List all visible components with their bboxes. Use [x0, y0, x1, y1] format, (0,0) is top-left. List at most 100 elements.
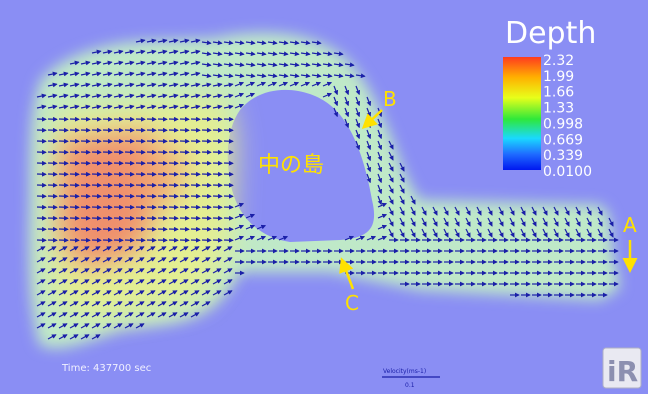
velocity-arrow [377, 184, 383, 195]
velocity-arrow [179, 312, 189, 318]
velocity-arrow [190, 257, 200, 263]
velocity-arrow [157, 279, 167, 285]
velocity-arrow [432, 228, 438, 238]
velocity-arrow [190, 82, 201, 88]
velocity-arrow [47, 93, 58, 99]
velocity-arrow [597, 217, 603, 227]
velocity-arrow [377, 173, 383, 184]
velocity-arrow [91, 49, 102, 55]
velocity-arrow [168, 279, 178, 285]
velocity-arrow [179, 246, 189, 252]
velocity-arrow [190, 301, 200, 307]
velocity-arrow [113, 268, 123, 274]
velocity-arrow [135, 38, 146, 44]
velocity-arrow [179, 60, 190, 66]
velocity-arrow [190, 71, 201, 77]
velocity-arrow [190, 268, 200, 274]
velocity-arrow [377, 140, 383, 151]
velocity-arrow [179, 290, 189, 296]
velocity-arrow [476, 217, 482, 227]
velocity-arrow [366, 235, 377, 241]
velocity-arrow [69, 257, 79, 263]
velocity-arrow [102, 323, 112, 329]
velocity-arrow [91, 268, 101, 274]
velocity-arrow [168, 49, 179, 55]
velocity-arrow [311, 51, 322, 57]
velocity-arrow [256, 73, 267, 79]
velocity-arrow [58, 82, 69, 88]
velocity-arrow [113, 104, 124, 110]
velocity-arrow [564, 228, 570, 238]
velocity-arrow [267, 51, 278, 57]
velocity-arrow [388, 140, 394, 150]
velocity-arrow [421, 228, 427, 238]
velocity-arrow [80, 60, 91, 66]
velocity-arrow [212, 40, 223, 46]
velocity-arrow [399, 173, 405, 183]
velocity-arrow [47, 268, 57, 274]
velocity-arrow [366, 140, 372, 151]
velocity-arrow [300, 51, 311, 57]
velocity-arrow [245, 51, 256, 57]
velocity-arrow [80, 93, 91, 99]
scale-bar-value: 0.1 [405, 382, 415, 389]
marker-a-label: A [623, 213, 637, 237]
island-middle [227, 89, 375, 242]
velocity-arrow [377, 224, 388, 230]
velocity-arrow [256, 235, 267, 241]
velocity-arrow [47, 104, 58, 110]
velocity-arrow [322, 51, 333, 57]
logo-badge [602, 347, 642, 389]
velocity-arrow [36, 268, 46, 274]
velocity-arrow [245, 40, 256, 46]
velocity-arrow [608, 228, 614, 238]
velocity-arrow [58, 312, 68, 318]
velocity-scale-bar: Velocity(ms-1) 0.1 [382, 368, 440, 389]
velocity-arrow [575, 228, 581, 238]
velocity-arrow [69, 301, 79, 307]
velocity-arrow [69, 279, 79, 285]
velocity-arrow [223, 51, 234, 57]
velocity-arrow [443, 206, 449, 216]
velocity-arrow [355, 118, 361, 129]
velocity-arrow [465, 206, 471, 216]
velocity-arrow [113, 312, 123, 318]
velocity-arrow [102, 93, 113, 99]
velocity-arrow [113, 71, 124, 77]
velocity-arrow [223, 82, 234, 88]
velocity-arrow [157, 257, 167, 263]
velocity-arrow [80, 290, 90, 296]
velocity-arrow [355, 85, 361, 96]
velocity-arrow [377, 195, 383, 206]
velocity-arrow [575, 217, 581, 227]
velocity-arrow [58, 257, 68, 263]
velocity-arrow [212, 257, 222, 263]
velocity-arrow [289, 40, 300, 46]
velocity-arrow [168, 71, 179, 77]
velocity-arrow [135, 257, 145, 263]
legend-tick-label: 1.33 [543, 101, 574, 117]
velocity-arrow [201, 82, 212, 88]
velocity-arrow [201, 301, 211, 307]
marker-c: C [339, 257, 359, 315]
velocity-arrow [245, 81, 256, 87]
velocity-arrow [91, 71, 102, 77]
velocity-arrow [388, 228, 394, 238]
velocity-arrow [333, 107, 339, 118]
velocity-arrow [476, 206, 482, 216]
velocity-arrow [146, 38, 157, 44]
velocity-arrow [245, 62, 256, 68]
velocity-arrow [36, 257, 46, 263]
velocity-arrow [124, 257, 134, 263]
velocity-arrow [124, 301, 134, 307]
velocity-arrow [69, 268, 79, 274]
velocity-arrow [223, 268, 233, 274]
velocity-arrow [190, 290, 200, 296]
velocity-arrow [465, 228, 471, 238]
velocity-arrow [542, 206, 548, 216]
velocity-arrow [223, 246, 233, 252]
velocity-arrow [36, 290, 46, 296]
logo-text: iR [607, 355, 638, 388]
velocity-arrow [201, 246, 211, 252]
velocity-arrow [410, 217, 416, 227]
